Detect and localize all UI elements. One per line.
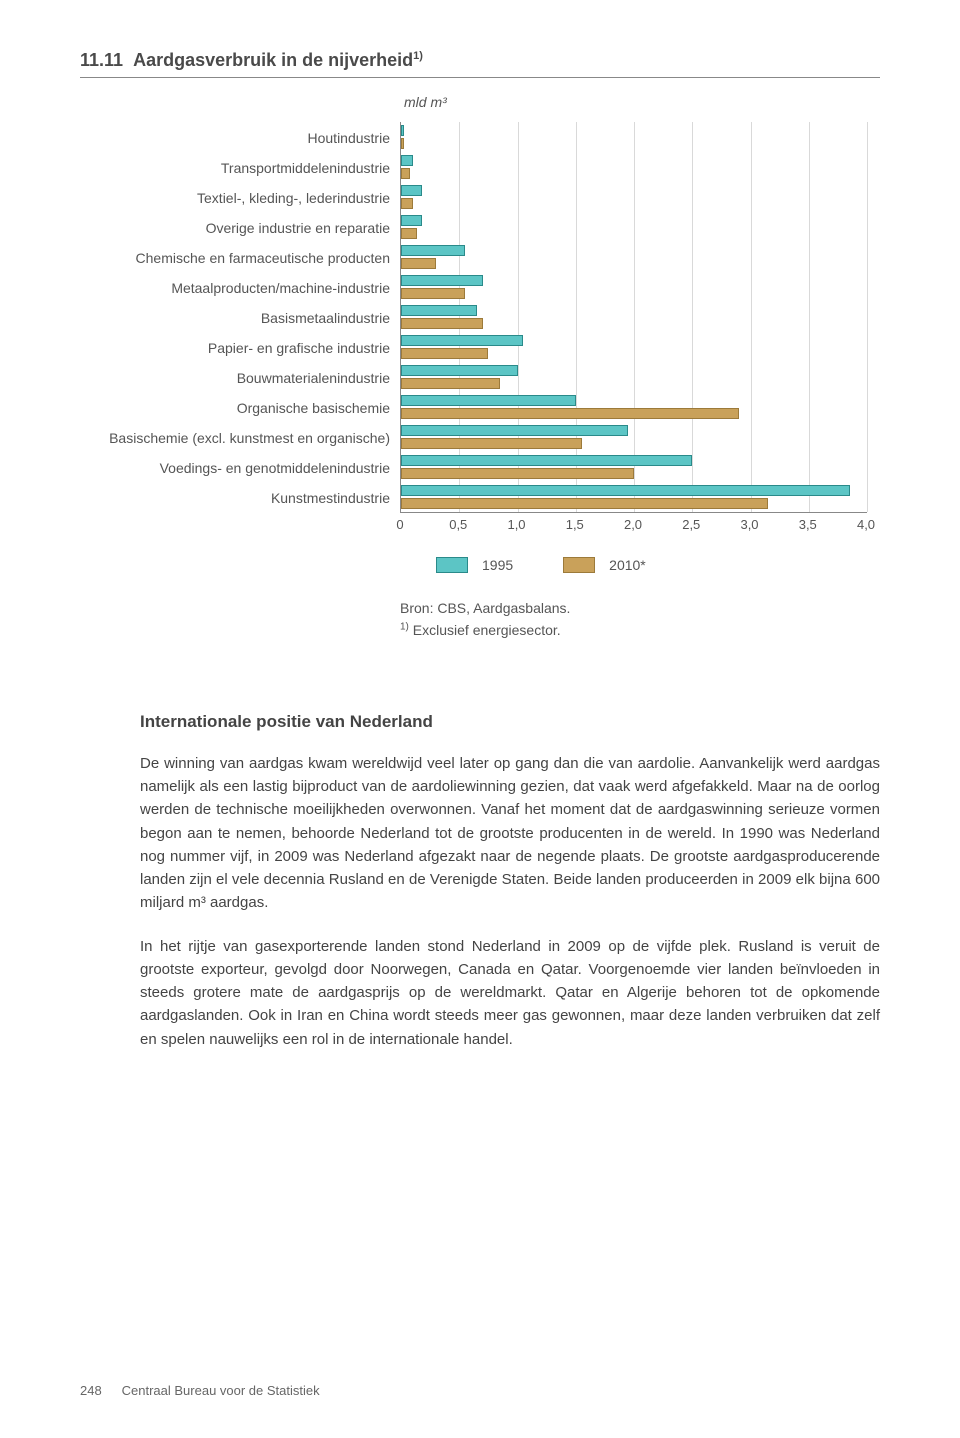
category-label: Textiel-, kleding-, lederindustrie	[80, 184, 390, 214]
bar-row	[401, 212, 867, 242]
bar-row	[401, 452, 867, 482]
x-tick: 1,0	[507, 517, 525, 532]
bar-s2010	[401, 348, 488, 359]
bar-s2010	[401, 138, 404, 149]
x-tick: 4,0	[857, 517, 875, 532]
category-label: Houtindustrie	[80, 124, 390, 154]
x-tick: 2,5	[682, 517, 700, 532]
category-label: Basismetaalindustrie	[80, 304, 390, 334]
chart-plot: mld m³ 00,51,01,52,02,53,03,54,0 1995 20…	[400, 96, 880, 642]
chart-legend: 1995 2010*	[436, 557, 880, 573]
bar-row	[401, 482, 867, 512]
chart-source: Bron: CBS, Aardgasbalans.	[400, 597, 880, 619]
x-tick: 1,5	[566, 517, 584, 532]
category-label: Transportmiddelenindustrie	[80, 154, 390, 184]
bar-s1995	[401, 155, 413, 166]
bar-row	[401, 122, 867, 152]
category-label: Voedings- en genotmiddelenindustrie	[80, 454, 390, 484]
bar-row	[401, 332, 867, 362]
footer-publisher: Centraal Bureau voor de Statistiek	[122, 1383, 320, 1398]
bar-row	[401, 392, 867, 422]
bar-s1995	[401, 215, 422, 226]
legend-swatch-2010	[563, 557, 595, 573]
bar-s2010	[401, 228, 417, 239]
section-heading: Internationale positie van Nederland	[140, 712, 880, 732]
chart-notes: Bron: CBS, Aardgasbalans. 1) Exclusief e…	[400, 597, 880, 642]
bar-s2010	[401, 498, 768, 509]
bar-s2010	[401, 198, 413, 209]
x-tick: 0	[396, 517, 403, 532]
unit-label: mld m³	[404, 94, 447, 110]
bar-s1995	[401, 455, 692, 466]
bar-s1995	[401, 125, 404, 136]
bar-s2010	[401, 168, 410, 179]
chart-title-rule	[80, 77, 880, 78]
x-tick: 0,5	[449, 517, 467, 532]
chart-area: HoutindustrieTransportmiddelenindustrieT…	[80, 96, 880, 642]
x-axis: 00,51,01,52,02,53,03,54,0	[400, 517, 866, 539]
gridline	[867, 122, 868, 512]
chart-title: 11.11 Aardgasverbruik in de nijverheid1)	[80, 50, 880, 71]
category-label: Organische basischemie	[80, 394, 390, 424]
body-paragraph-1: De winning van aardgas kwam wereldwijd v…	[140, 752, 880, 915]
bar-s1995	[401, 365, 518, 376]
page-number: 248	[80, 1383, 118, 1398]
category-label: Basischemie (excl. kunstmest en organisc…	[80, 424, 390, 454]
x-tick: 3,0	[740, 517, 758, 532]
bar-s1995	[401, 485, 850, 496]
bar-s2010	[401, 408, 739, 419]
category-labels: HoutindustrieTransportmiddelenindustrieT…	[80, 96, 400, 514]
body-paragraph-2: In het rijtje van gasexporterende landen…	[140, 935, 880, 1051]
legend-item-2010: 2010*	[563, 557, 646, 573]
chart-title-prefix: 11.11	[80, 50, 123, 70]
category-label: Chemische en farmaceutische producten	[80, 244, 390, 274]
chart-footnote-marker: 1)	[400, 622, 409, 633]
bar-row	[401, 152, 867, 182]
bar-s2010	[401, 438, 582, 449]
legend-label-2010: 2010*	[609, 557, 646, 573]
category-label: Metaalproducten/machine-industrie	[80, 274, 390, 304]
chart-title-main: Aardgasverbruik in de nijverheid	[133, 50, 413, 70]
bar-s1995	[401, 275, 483, 286]
category-label: Kunstmestindustrie	[80, 484, 390, 514]
bar-s1995	[401, 245, 465, 256]
bar-row	[401, 422, 867, 452]
chart-grid	[400, 122, 867, 513]
bar-s1995	[401, 395, 576, 406]
x-tick: 3,5	[799, 517, 817, 532]
category-label: Overige industrie en reparatie	[80, 214, 390, 244]
bar-s2010	[401, 378, 500, 389]
bar-s2010	[401, 468, 634, 479]
bar-s1995	[401, 425, 628, 436]
legend-label-1995: 1995	[482, 557, 513, 573]
category-label: Bouwmaterialenindustrie	[80, 364, 390, 394]
bar-s1995	[401, 185, 422, 196]
bar-row	[401, 272, 867, 302]
chart-footnote: 1) Exclusief energiesector.	[400, 619, 880, 641]
bar-row	[401, 302, 867, 332]
bar-s1995	[401, 305, 477, 316]
bar-row	[401, 362, 867, 392]
bar-s1995	[401, 335, 523, 346]
bar-row	[401, 242, 867, 272]
category-label: Papier- en grafische industrie	[80, 334, 390, 364]
bar-s2010	[401, 318, 483, 329]
bar-row	[401, 182, 867, 212]
legend-swatch-1995	[436, 557, 468, 573]
legend-item-1995: 1995	[436, 557, 513, 573]
bar-s2010	[401, 258, 436, 269]
x-tick: 2,0	[624, 517, 642, 532]
chart-footnote-text: Exclusief energiesector.	[413, 622, 561, 638]
bar-s2010	[401, 288, 465, 299]
chart-title-sup: 1)	[413, 50, 423, 62]
page-footer: 248 Centraal Bureau voor de Statistiek	[80, 1383, 320, 1398]
